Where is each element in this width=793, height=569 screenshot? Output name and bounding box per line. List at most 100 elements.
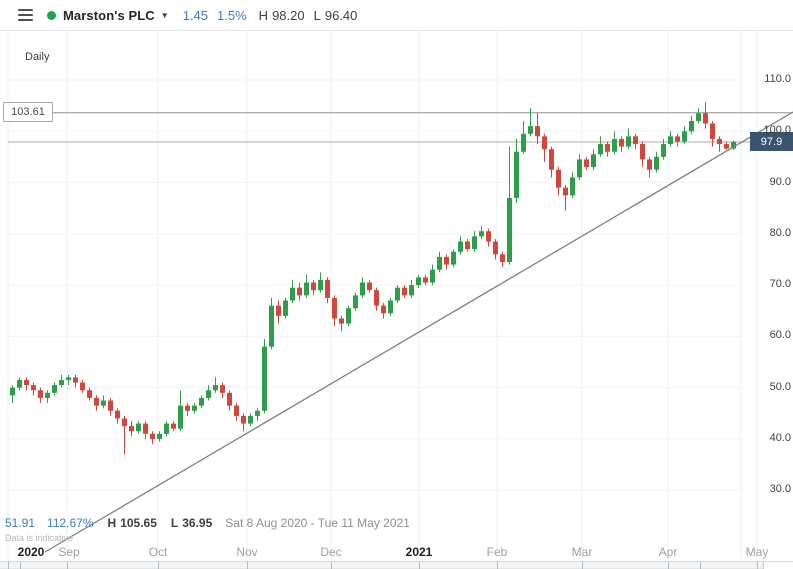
candle — [241, 413, 246, 432]
candle — [437, 251, 442, 273]
candle — [556, 167, 561, 196]
candle — [143, 421, 148, 439]
time-axis-label: 2020 — [17, 545, 45, 559]
price-axis-label: 30.0 — [769, 483, 791, 496]
resistance-price-label[interactable]: 103.61 — [3, 102, 53, 122]
price-axis-label: 100.0 — [763, 124, 791, 137]
price-axis-label: 40.0 — [769, 431, 791, 444]
candle — [59, 374, 64, 388]
scrollbar-tick — [8, 562, 9, 569]
trendline[interactable] — [44, 111, 793, 553]
candle — [80, 379, 85, 393]
chevron-down-icon[interactable]: ▼ — [160, 10, 169, 20]
candle — [339, 315, 344, 332]
range-change: 51.91 — [5, 516, 36, 530]
candle — [185, 403, 190, 416]
candle — [549, 146, 554, 178]
daily-change-pct: 1.5% — [217, 7, 247, 23]
time-axis-label: 2021 — [405, 545, 433, 559]
candle — [563, 185, 568, 211]
time-axis-label: Oct — [148, 545, 168, 559]
gridlines — [7, 31, 758, 558]
candle — [689, 115, 694, 134]
day-high-value: 98.20 — [272, 7, 305, 23]
range-low-label: L — [170, 516, 179, 530]
candle — [73, 374, 78, 388]
candle — [619, 136, 624, 152]
scrollbar-tick — [419, 562, 420, 569]
instrument-name[interactable]: Marston's PLC — [63, 7, 155, 23]
day-low-value: 96.40 — [324, 7, 358, 23]
candle — [297, 282, 302, 301]
candle — [486, 228, 491, 247]
candle — [458, 236, 463, 255]
candle — [24, 377, 29, 391]
price-axis-label: 80.0 — [769, 226, 791, 239]
price-axis-label: 70.0 — [769, 278, 791, 291]
candle — [318, 272, 323, 293]
candle — [304, 274, 309, 298]
candle — [381, 303, 386, 319]
candle — [31, 382, 36, 396]
candle — [409, 279, 414, 298]
menu-icon[interactable] — [18, 9, 33, 21]
candle — [654, 151, 659, 173]
candle — [157, 431, 162, 442]
candle — [255, 408, 260, 422]
time-axis-label: Feb — [486, 545, 508, 559]
price-axis[interactable]: 110.0 100.0 90.0 80.0 70.0 60.0 50.0 40.0 30.0 — [741, 31, 793, 545]
candle — [514, 138, 519, 204]
candle — [521, 120, 526, 155]
scrollbar-tick — [497, 562, 498, 569]
candle — [108, 397, 113, 416]
candle — [640, 141, 645, 168]
candle — [115, 408, 120, 424]
candle — [87, 387, 92, 401]
candle — [66, 374, 71, 386]
candle — [682, 126, 687, 145]
candle — [199, 395, 204, 409]
scrollbar-tick — [331, 562, 332, 569]
candle — [535, 113, 540, 145]
candle — [675, 133, 680, 147]
candle — [164, 421, 169, 437]
candle — [472, 231, 477, 252]
candle — [129, 421, 134, 437]
candle — [395, 285, 400, 304]
candle — [570, 172, 575, 198]
candle — [668, 131, 673, 147]
candle — [591, 149, 596, 170]
candle — [206, 385, 211, 401]
candle — [290, 279, 295, 304]
candle — [717, 136, 722, 152]
scrollbar-tick — [247, 562, 248, 569]
candle — [633, 133, 638, 150]
candle — [374, 287, 379, 311]
scrollbar-end-segment[interactable] — [763, 562, 793, 569]
price-axis-label: 110.0 — [764, 72, 791, 85]
time-axis-label: Sep — [58, 545, 80, 559]
data-indicative-note: Data is indicative — [5, 533, 74, 543]
scrollbar-tick — [700, 562, 701, 569]
candle — [696, 108, 701, 124]
candle — [122, 415, 127, 455]
range-high-label: H — [107, 516, 117, 530]
candle — [577, 154, 582, 180]
candle — [731, 140, 736, 150]
market-open-dot-icon — [47, 10, 56, 20]
time-axis-label: Mar — [571, 545, 593, 559]
range-change-pct: 112.67% — [47, 516, 94, 530]
price-axis-label: 50.0 — [769, 380, 791, 393]
time-axis-label: Nov — [236, 545, 258, 559]
candle — [227, 390, 232, 411]
candle — [661, 138, 666, 160]
candle — [444, 254, 449, 270]
candle — [10, 385, 15, 404]
timeframe-label: Daily — [25, 51, 50, 63]
time-axis[interactable]: 2020 Sep Oct Nov Dec 2021 Feb Mar Apr May — [0, 544, 793, 561]
candle — [528, 108, 533, 137]
candle — [136, 421, 141, 434]
horizontal-scrollbar[interactable] — [0, 561, 793, 569]
candle — [220, 382, 225, 398]
